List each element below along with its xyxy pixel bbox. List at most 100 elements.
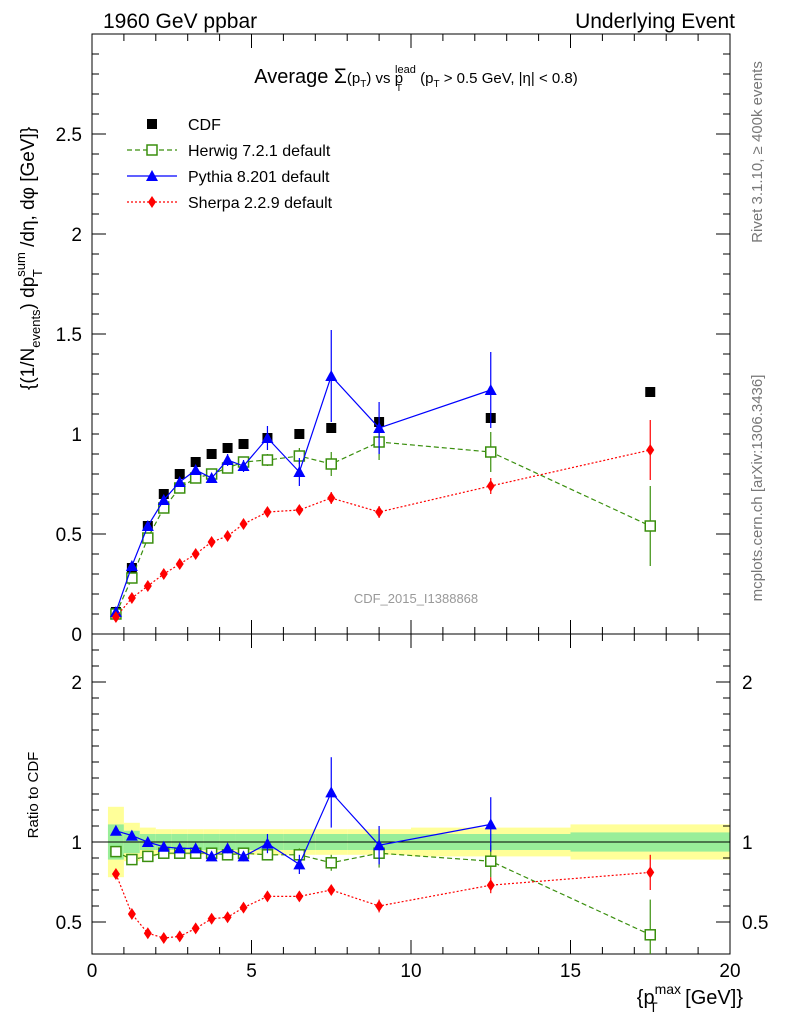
pythia-8-201-default-point	[261, 837, 274, 849]
pythia-8-201-default-point	[141, 520, 154, 531]
sherpa-2-2-9-default-point	[143, 927, 152, 940]
sherpa-2-2-9-default-point	[239, 901, 248, 914]
pythia-8-201-default-point	[293, 858, 306, 870]
chart-title: Average Σ(pT) vs plead T (pT > 0.5 GeV, |…	[254, 64, 578, 94]
ratio-series	[109, 757, 656, 954]
pythia-8-201-default-point	[173, 476, 186, 487]
pythia-8-201-default-point	[261, 432, 274, 443]
sherpa-2-2-9-default-point	[223, 530, 232, 542]
cdf-point	[174, 469, 185, 479]
herwig-7-2-1-default-point	[325, 857, 337, 869]
pythia-8-201-default-point	[484, 818, 497, 830]
sherpa-2-2-9-default-point	[111, 611, 120, 623]
sherpa-2-2-9-default-point	[263, 890, 272, 903]
pythia-8-201-default-point	[221, 454, 234, 465]
cdf-point	[222, 443, 233, 453]
x-tick-label: 15	[560, 961, 581, 982]
rivet-label: Rivet 3.1.10, ≥ 400k events	[749, 61, 766, 243]
sherpa-2-2-9-default-point	[175, 930, 184, 943]
herwig-7-2-1-default-point	[485, 446, 497, 458]
sherpa-2-2-9-default-point	[646, 866, 655, 879]
legend-label-cdf: CDF	[188, 117, 221, 134]
herwig-7-2-1-default-line	[115, 851, 651, 936]
sherpa-2-2-9-default-point	[239, 518, 248, 530]
sherpa-2-2-9-default-point	[159, 932, 168, 944]
pythia-8-201-default-point	[141, 836, 154, 847]
pythia-8-201-default-point	[325, 786, 338, 798]
sherpa-2-2-9-default-point	[127, 592, 136, 604]
herwig-7-2-1-default-point	[485, 855, 497, 867]
main-y-tick-label: 0	[71, 625, 82, 646]
ratio-y-tick-label: 2	[71, 673, 82, 694]
sherpa-2-2-9-default-point	[327, 884, 336, 896]
pythia-8-201-default-point	[325, 370, 338, 381]
ratio-y-tick-label-right: 2	[742, 673, 753, 694]
cdf-point	[645, 387, 656, 397]
sherpa-2-2-9-default-point	[159, 568, 168, 580]
sherpa-2-2-9-default-point	[175, 558, 184, 570]
ratio-plot-frame	[91, 633, 731, 955]
pythia-8-201-default-point	[157, 494, 170, 505]
cdf-point	[206, 449, 217, 459]
cdf-point	[326, 423, 337, 433]
ratio-y-axis-label: Ratio to CDF	[25, 752, 42, 839]
sherpa-2-2-9-default-point	[375, 900, 384, 912]
pythia-8-201-default-point	[373, 839, 386, 851]
sherpa-2-2-9-default-point	[295, 504, 304, 516]
pythia-8-201-default-point	[125, 560, 138, 571]
header-left: 1960 GeV ppbar	[103, 10, 257, 33]
pythia-8-201-default-point	[484, 384, 497, 395]
legend-label-herwig-7-2-1-default: Herwig 7.2.1 default	[188, 143, 331, 160]
legend-label-sherpa-2-2-9-default: Sherpa 2.2.9 default	[188, 195, 333, 212]
header-right: Underlying Event	[575, 10, 735, 33]
herwig-7-2-1-default-point	[644, 929, 656, 941]
pythia-8-201-default-point	[189, 464, 202, 475]
x-axis-label: {pmax T [GeV]}	[637, 981, 744, 1015]
sherpa-2-2-9-default-point	[207, 912, 216, 925]
sherpa-2-2-9-default-point	[223, 911, 232, 924]
sherpa-2-2-9-default-point	[486, 480, 495, 492]
herwig-7-2-1-default-point	[261, 454, 274, 466]
pythia-8-201-default-point	[109, 824, 122, 836]
ratio-y-tick-label: 0.5	[56, 913, 82, 934]
sherpa-2-2-9-default-point	[646, 444, 655, 456]
pythia-8-201-default-line	[115, 374, 491, 613]
pythia-8-201-default-point	[221, 842, 234, 854]
cdf-point	[294, 429, 305, 439]
pythia-8-201-default-point	[205, 472, 218, 483]
ratio-y-tick-label-right: 0.5	[742, 913, 768, 934]
sherpa-2-2-9-default-point	[127, 908, 136, 920]
main-y-tick-label: 1	[71, 425, 82, 446]
mcplots-label: mcplots.cern.ch [arXiv:1306.3436]	[749, 375, 766, 602]
pythia-8-201-default-point	[237, 850, 250, 862]
herwig-7-2-1-default-point	[142, 850, 154, 863]
sherpa-2-2-9-default-point	[143, 580, 152, 592]
ratio-y-tick-label-right: 1	[742, 833, 753, 854]
main-y-tick-label: 0.5	[56, 525, 82, 546]
main-y-tick-label: 2.5	[56, 125, 82, 146]
herwig-7-2-1-default-point	[644, 520, 656, 532]
axis-ticks: 0 5 10 15 20 0 0.5 1 1.5 2 2.5 0.5 0.5 1 1 2 2	[56, 34, 768, 982]
main-series	[109, 330, 656, 623]
legend-label-pythia-8-201-default: Pythia 8.201 default	[188, 169, 330, 186]
x-tick-label: 10	[400, 961, 421, 982]
sherpa-2-2-9-default-point	[263, 506, 272, 518]
legend-marker-cdf	[147, 119, 157, 129]
legend: CDF Herwig 7.2.1 default Pythia 8.201 defa…	[127, 117, 333, 212]
cdf-point	[190, 457, 201, 467]
legend-marker-herwig-7-2-1-default	[146, 144, 158, 156]
sherpa-2-2-9-default-point	[375, 506, 384, 518]
sherpa-2-2-9-default-point	[295, 890, 304, 903]
sherpa-2-2-9-default-line	[115, 449, 651, 618]
main-y-tick-label: 1.5	[56, 325, 82, 346]
analysis-watermark: CDF_2015_I1388868	[354, 591, 478, 606]
sherpa-2-2-9-default-point	[111, 868, 120, 880]
herwig-7-2-1-default-point	[126, 572, 138, 584]
pythia-8-201-default-point	[173, 842, 186, 854]
pythia-8-201-default-point	[205, 850, 218, 862]
sherpa-2-2-9-default-point	[191, 922, 200, 935]
sherpa-2-2-9-default-point	[191, 548, 200, 560]
ratio-y-tick-label: 1	[71, 833, 82, 854]
legend-marker-pythia-8-201-default	[146, 170, 158, 181]
